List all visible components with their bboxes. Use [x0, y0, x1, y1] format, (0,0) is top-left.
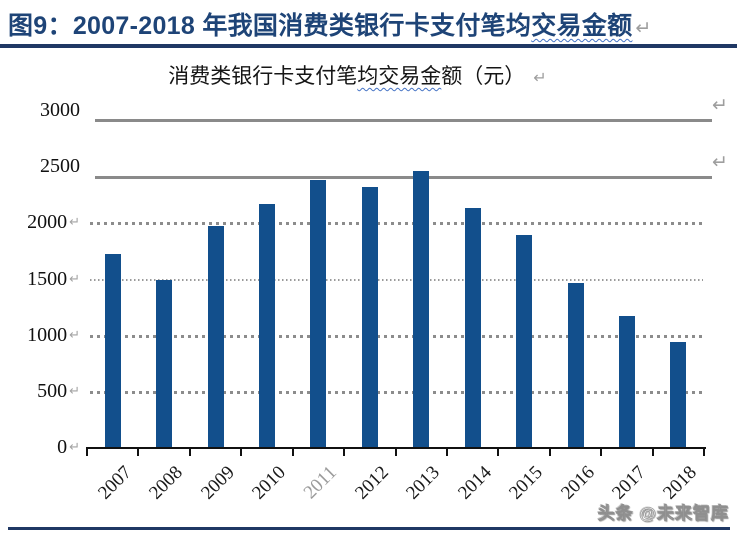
y-axis-label: 3000	[40, 99, 80, 121]
bar-2014	[464, 207, 481, 447]
bar-2011	[310, 180, 327, 447]
x-axis-tick	[343, 449, 346, 456]
y-axis-label: 0 ↵	[57, 436, 80, 458]
bar-2017	[618, 316, 635, 447]
paragraph-mark-icon: ↵	[69, 440, 80, 455]
x-axis-tick	[651, 449, 654, 456]
bar-2016	[567, 282, 584, 447]
paragraph-mark-icon: ↵	[533, 68, 547, 87]
figure-title-wavy-text: 交易金额	[531, 12, 633, 40]
y-axis-label: 1000 ↵	[27, 323, 80, 346]
bar-2018	[670, 342, 687, 447]
figure-label: 图9：	[8, 12, 73, 40]
watermark: 头条 @未来智库	[597, 504, 729, 524]
x-axis-tick	[445, 449, 448, 456]
y-axis-label: 2000 ↵	[27, 211, 80, 234]
x-axis-tick	[137, 449, 140, 456]
gridline-3000-rule	[95, 119, 712, 122]
y-axis-label: 500 ↵	[37, 379, 80, 402]
bar-2007	[104, 253, 121, 447]
bar-2010	[259, 204, 275, 447]
bar-2015	[516, 235, 532, 447]
x-axis-line	[86, 447, 706, 449]
x-axis-tick	[240, 449, 243, 456]
paragraph-mark-icon: ↵	[635, 17, 652, 39]
figure-title-text: 2007-2018 年我国消费类银行卡支付笔均	[72, 12, 532, 40]
chart-title-text-end: 额（元）	[441, 64, 526, 88]
paragraph-mark-icon: ↵	[712, 94, 728, 116]
figure-bottom-rule	[8, 527, 730, 530]
paragraph-mark-icon: ↵	[69, 327, 80, 343]
x-axis-tick	[86, 449, 88, 456]
paragraph-mark-icon: ↵	[712, 151, 728, 173]
x-axis-tick	[291, 449, 294, 456]
y-axis-label: 2500	[40, 155, 80, 178]
paragraph-mark-icon: ↵	[69, 383, 80, 399]
gridline-dotted	[90, 222, 703, 226]
x-axis-tick	[548, 449, 551, 456]
header-divider-rule	[0, 44, 737, 48]
gridline-dotted	[90, 334, 703, 338]
bar-2013	[413, 170, 430, 447]
x-axis-tick	[188, 449, 191, 456]
figure-header: 图9：2007-2018 年我国消费类银行卡支付笔均交易金额 ↵	[8, 6, 652, 42]
chart-title-text: 消费类银行卡支付笔	[168, 64, 358, 88]
x-axis-tick	[600, 449, 603, 456]
y-axis-label: 1500 ↵	[27, 267, 80, 290]
x-axis-tick	[497, 449, 500, 456]
chart-title-wavy-text: 均交易金	[357, 64, 442, 88]
gridline-dotted	[90, 390, 703, 394]
paragraph-mark-icon: ↵	[69, 271, 80, 287]
paragraph-mark-icon: ↵	[69, 215, 80, 231]
bar-2012	[361, 187, 378, 447]
bar-2009	[207, 226, 224, 447]
gridline-2500-rule	[95, 176, 712, 179]
gridline-dotted	[90, 278, 703, 281]
x-axis-tick	[703, 449, 705, 456]
x-axis-tick	[394, 449, 397, 456]
bar-2008	[156, 279, 173, 447]
chart-title: 消费类银行卡支付笔均交易金额（元） ↵	[0, 60, 715, 90]
